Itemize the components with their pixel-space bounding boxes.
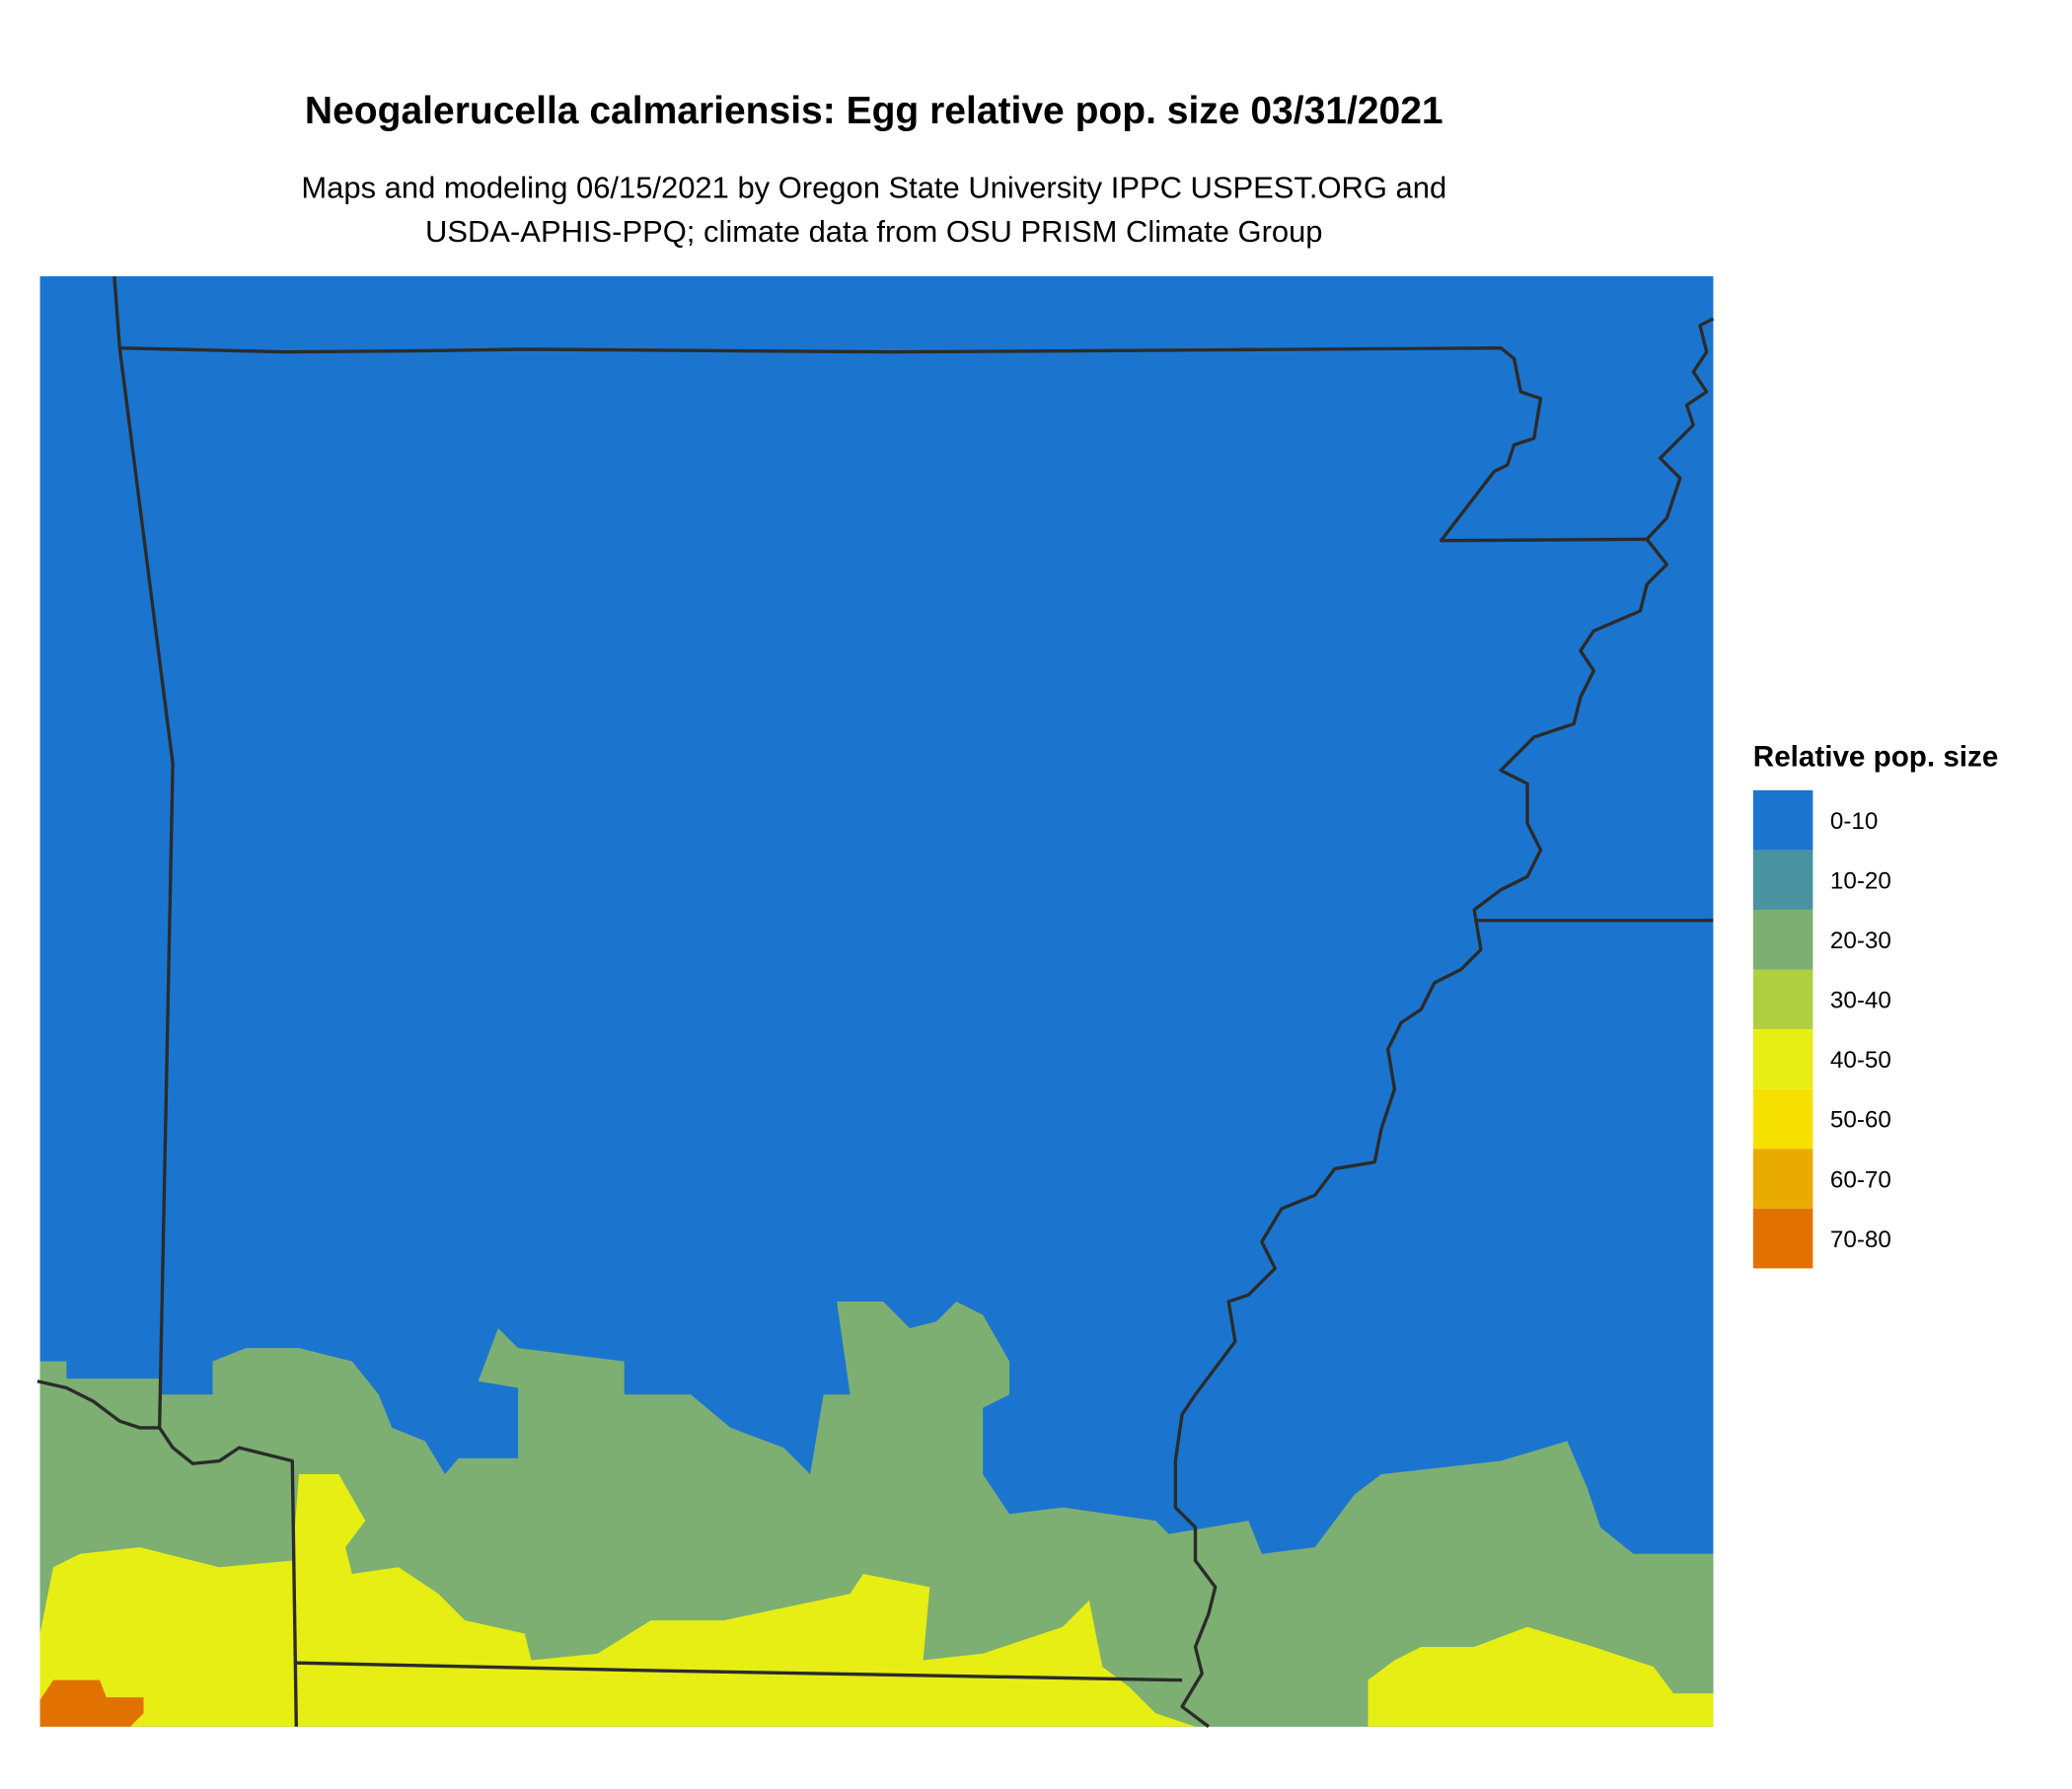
legend-label: 30-40: [1830, 988, 1891, 1014]
legend-label: 10-20: [1830, 867, 1891, 894]
legend-label: 70-80: [1830, 1227, 1891, 1253]
river-border: [1173, 317, 1715, 1729]
legend-label: 0-10: [1830, 808, 1878, 835]
state-border: [296, 1661, 1183, 1682]
legend-label: 50-60: [1830, 1107, 1891, 1134]
legend-swatch: [1752, 789, 1813, 851]
state-border: [117, 347, 298, 1727]
region-40-50: [1368, 1626, 1714, 1727]
legend-swatch: [1752, 1088, 1813, 1150]
legend-swatch: [1752, 909, 1813, 970]
legend-label: 40-50: [1830, 1047, 1891, 1074]
legend-title: Relative pop. size: [1753, 741, 1998, 774]
map-subtitle: USDA-APHIS-PPQ; climate data from OSU PR…: [425, 214, 1322, 249]
state-border: [112, 275, 1648, 543]
state-border: [37, 1379, 160, 1430]
map: [37, 275, 1715, 1729]
legend-swatch: [1752, 1149, 1813, 1209]
region-70-80: [39, 1679, 144, 1727]
legend-swatch: [1752, 969, 1813, 1030]
legend: 0-10 10-20 20-30 30-40 40-50 50-60 60-70 70-80: [1752, 789, 1891, 1269]
map-subtitle: Maps and modeling 06/15/2021 by Oregon S…: [301, 171, 1446, 205]
legend-label: 20-30: [1830, 928, 1891, 954]
legend-swatch: [1752, 850, 1813, 910]
legend-swatch: [1752, 1029, 1813, 1089]
legend-swatch: [1752, 1208, 1813, 1269]
map-title: Neogalerucella calmariensis: Egg relativ…: [305, 90, 1443, 132]
legend-label: 60-70: [1830, 1166, 1891, 1193]
